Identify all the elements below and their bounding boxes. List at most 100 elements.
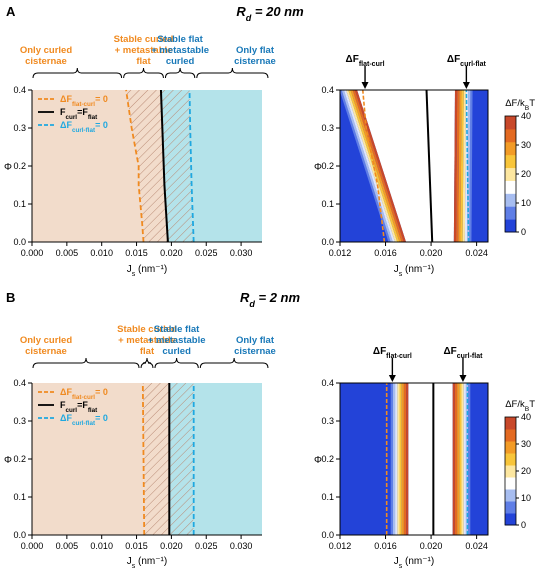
x-tick-label-part: 0.024 [465, 541, 488, 551]
y-tick-label: 0.2 [321, 161, 334, 171]
x-tick-label-part: 0.000 [21, 248, 44, 258]
x-tick-label: 0.015 [125, 541, 148, 551]
legend-label-part: curl [66, 114, 78, 121]
x-tick-label-part: 0.025 [195, 541, 218, 551]
legend-label-part: F [60, 400, 66, 410]
colorbar-title-part: B [525, 406, 530, 413]
y-axis-label-part: Φ [314, 162, 322, 173]
y-tick-label-part: 0.2 [321, 454, 334, 464]
colorbar-tick-label-part: 10 [521, 493, 531, 503]
region-label-line: Stable flat [154, 324, 200, 335]
colorbar-title-part: T [529, 399, 535, 410]
y-tick-label: 0.0 [321, 237, 334, 247]
y-tick-label-part: 0.0 [321, 530, 334, 540]
colorbar-tick-label: 20 [521, 466, 531, 476]
x-tick-label-part: 0.025 [195, 248, 218, 258]
x-tick-label: 0.010 [90, 541, 113, 551]
colorbar-tick-label-part: 30 [521, 439, 531, 449]
x-tick-label: 0.025 [195, 248, 218, 258]
heatmap-flat-curl-line [361, 89, 386, 243]
y-tick-label: 0.0 [13, 530, 26, 540]
region-label-line: cisternae [25, 346, 67, 357]
colorbar-segment [505, 206, 516, 220]
colorbar-title: ΔF/kBT [505, 98, 535, 112]
arrow-label: ΔFflat-curl [346, 54, 385, 68]
region-label-line: Only flat [236, 335, 275, 346]
heatmap-band-left [406, 383, 409, 535]
region-brace [199, 357, 269, 369]
legend-label: Fcurl=Fflat [60, 400, 98, 414]
y-tick-label: 0.1 [321, 199, 334, 209]
colorbar-tick-label: 40 [521, 412, 531, 422]
legend-label-part: curl-flat [72, 420, 96, 427]
region-label-line: Only curled [20, 45, 72, 56]
legend-label-part: F [60, 107, 66, 117]
panel-letter: B [6, 290, 15, 305]
x-tick-label: 0.020 [420, 541, 443, 551]
x-tick-label: 0.000 [21, 248, 44, 258]
heatmap-curl-flat-line [465, 89, 470, 243]
region-label-line-part: cisternae [25, 346, 67, 357]
region-label-line: Stable curled [117, 324, 177, 335]
region-stable-flat-hatch [160, 90, 194, 242]
colorbar-tick-label-part: 20 [521, 466, 531, 476]
x-axis-label-part: s [132, 271, 136, 278]
y-axis-label: Φ [4, 162, 12, 173]
heatmap-band-right [456, 90, 460, 242]
heatmap-band-left [397, 383, 400, 535]
x-tick-label-part: 0.010 [90, 541, 113, 551]
legend-label-part: curl-flat [72, 127, 96, 134]
region-label-line: + metastable [151, 45, 209, 56]
line-flat-curl-zero [125, 89, 145, 243]
colorbar-tick-label: 10 [521, 198, 531, 208]
region-label-line: flat [140, 346, 155, 357]
y-tick-label: 0.3 [13, 416, 26, 426]
panel-heading-part: d [249, 299, 255, 309]
colorbar-tick-label: 10 [521, 493, 531, 503]
legend-label-part: ΔF [60, 120, 72, 130]
x-tick-label: 0.016 [374, 541, 397, 551]
panel-heading-part: = 20 nm [251, 4, 304, 19]
x-axis-label-part: s [399, 563, 403, 570]
arrow-label: ΔFflat-curl [373, 346, 412, 360]
x-tick-label-part: 0.012 [329, 248, 352, 258]
y-tick-label-part: 0.4 [321, 85, 334, 95]
panel-letter-part: B [6, 290, 15, 305]
region-label-line: flat [136, 56, 151, 67]
y-tick-label-part: 0.1 [13, 199, 26, 209]
y-tick-label-part: 0.0 [13, 237, 26, 247]
heatmap-band-left [354, 90, 407, 242]
region-label-line-part: Stable curled [117, 324, 177, 335]
colorbar-segment [505, 441, 516, 454]
y-tick-label-part: 0.2 [321, 161, 334, 171]
y-tick-label: 0.0 [321, 530, 334, 540]
line-curl-flat-zero [188, 89, 195, 243]
x-tick-label: 0.012 [329, 541, 352, 551]
y-tick-label-part: 0.4 [13, 85, 26, 95]
region-label-line-part: Only curled [20, 335, 72, 346]
x-tick-label-part: 0.005 [56, 248, 79, 258]
x-tick-label: 0.005 [56, 248, 79, 258]
panel-letter: A [6, 4, 16, 19]
region-label-line-part: curled [166, 56, 195, 67]
region-brace [164, 67, 196, 79]
legend-label-part: ΔF [60, 94, 72, 104]
y-tick-label: 0.3 [321, 123, 334, 133]
arrow-label-part: flat-curl [359, 61, 385, 68]
panel-heading-part: d [246, 13, 252, 23]
legend-label-part: =F [77, 400, 88, 410]
region-stable-curled-hatch [142, 383, 170, 535]
region-label-line: + metastable [118, 335, 176, 346]
arrow-label: ΔFcurl-flat [443, 346, 483, 360]
x-tick-label: 0.020 [160, 248, 183, 258]
y-tick-label-part: 0.1 [321, 492, 334, 502]
arrow-head [388, 375, 396, 382]
region-stable-curled-hatch [126, 90, 168, 242]
y-tick-label-part: 0.3 [13, 416, 26, 426]
heatmap-band-left [399, 383, 402, 535]
region-label-line-part: + metastable [151, 45, 209, 56]
colorbar-tick-label-part: 0 [521, 227, 526, 237]
y-axis-label: Φ [314, 455, 322, 466]
